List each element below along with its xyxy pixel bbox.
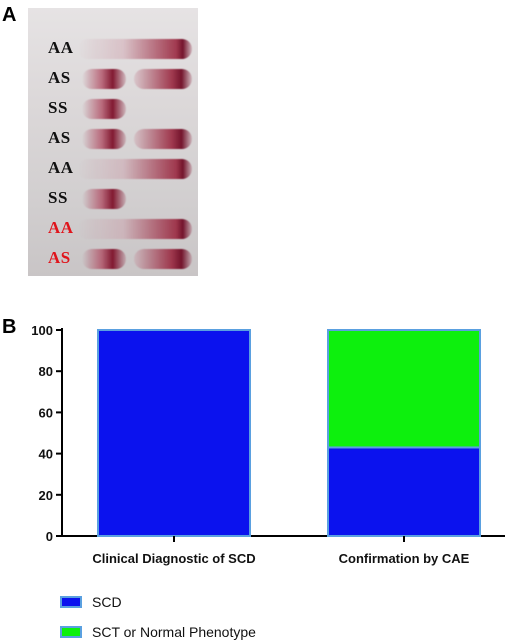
lane-label: SS	[48, 188, 68, 207]
hb-a-band	[78, 159, 192, 179]
hb-s-band	[82, 99, 126, 119]
bar-segment-sct-or-normal-phenotype	[327, 329, 481, 449]
legend-item: SCD	[60, 592, 122, 612]
electrophoresis-gel-image: AA AS SS AS AA SS AA AS	[28, 8, 198, 276]
y-tick-label: 20	[39, 488, 53, 503]
gel-lane: AS	[28, 124, 198, 154]
legend-item: SCT or Normal Phenotype	[60, 622, 256, 642]
bar-segment-scd	[327, 446, 481, 537]
y-tick-label: 60	[39, 405, 53, 420]
lane-label: AS	[48, 248, 71, 267]
x-category-label: Clinical Diagnostic of SCD	[92, 551, 255, 566]
y-tick-label: 100	[31, 323, 53, 338]
hb-s-band	[82, 189, 126, 209]
gel-lane: AA	[28, 214, 198, 244]
gel-lane: SS	[28, 184, 198, 214]
hb-a-band	[78, 219, 192, 239]
hb-a-band	[134, 69, 192, 89]
y-tick-label: 80	[39, 364, 53, 379]
legend-swatch	[60, 626, 82, 638]
hb-a-band	[134, 249, 192, 269]
lane-label: AS	[48, 128, 71, 147]
gel-lane: SS	[28, 94, 198, 124]
lane-label: AA	[48, 218, 74, 237]
legend-label: SCD	[92, 594, 122, 610]
lane-label: AA	[48, 158, 74, 177]
legend-label: SCT or Normal Phenotype	[92, 624, 256, 640]
y-tick-label: 0	[46, 529, 53, 544]
gel-lane: AS	[28, 64, 198, 94]
hb-a-band	[78, 39, 192, 59]
panel-b-label: B	[2, 316, 17, 338]
legend-swatch	[60, 596, 82, 608]
hb-s-band	[82, 129, 126, 149]
stacked-bar-chart: 0 20 40 60 80 100 Clinical Diagnostic of SCD Co…	[31, 323, 505, 566]
hb-a-band	[134, 129, 192, 149]
gel-lane: AS	[28, 244, 198, 274]
gel-lane: AA	[28, 34, 198, 64]
hb-s-band	[82, 69, 126, 89]
lane-label: AA	[48, 38, 74, 57]
y-tick-label: 40	[39, 447, 53, 462]
x-category-label: Confirmation by CAE	[339, 551, 470, 566]
bar-segment-scd	[97, 329, 251, 537]
lane-label: AS	[48, 68, 71, 87]
hb-s-band	[82, 249, 126, 269]
gel-lane: AA	[28, 154, 198, 184]
lane-label: SS	[48, 98, 68, 117]
panel-a-label: A	[2, 4, 17, 26]
